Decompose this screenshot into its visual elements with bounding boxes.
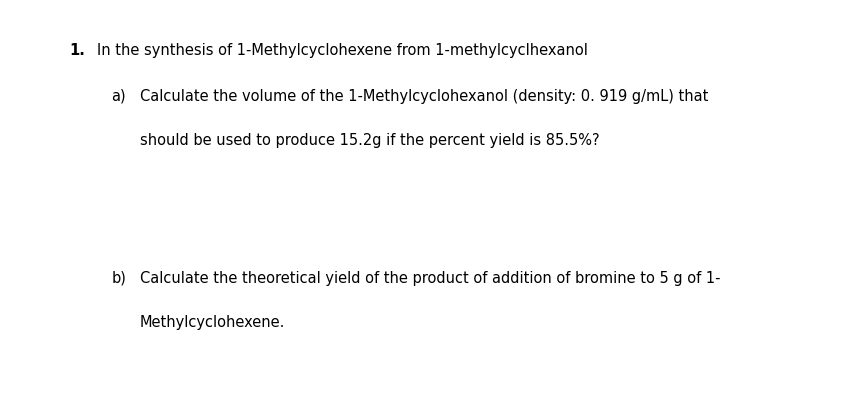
Text: a): a) (111, 89, 125, 104)
Text: Calculate the theoretical yield of the product of addition of bromine to 5 g of : Calculate the theoretical yield of the p… (140, 271, 720, 286)
Text: In the synthesis of 1-Methylcyclohexene from 1-methylcyclhexanol: In the synthesis of 1-Methylcyclohexene … (97, 43, 588, 58)
Text: 1.: 1. (69, 43, 85, 58)
Text: Calculate the volume of the 1-Methylcyclohexanol (density: 0. 919 g/mL) that: Calculate the volume of the 1-Methylcycl… (140, 89, 708, 104)
Text: b): b) (111, 271, 126, 286)
Text: Methylcyclohexene.: Methylcyclohexene. (140, 315, 285, 330)
Text: should be used to produce 15.2g if the percent yield is 85.5%?: should be used to produce 15.2g if the p… (140, 133, 600, 149)
